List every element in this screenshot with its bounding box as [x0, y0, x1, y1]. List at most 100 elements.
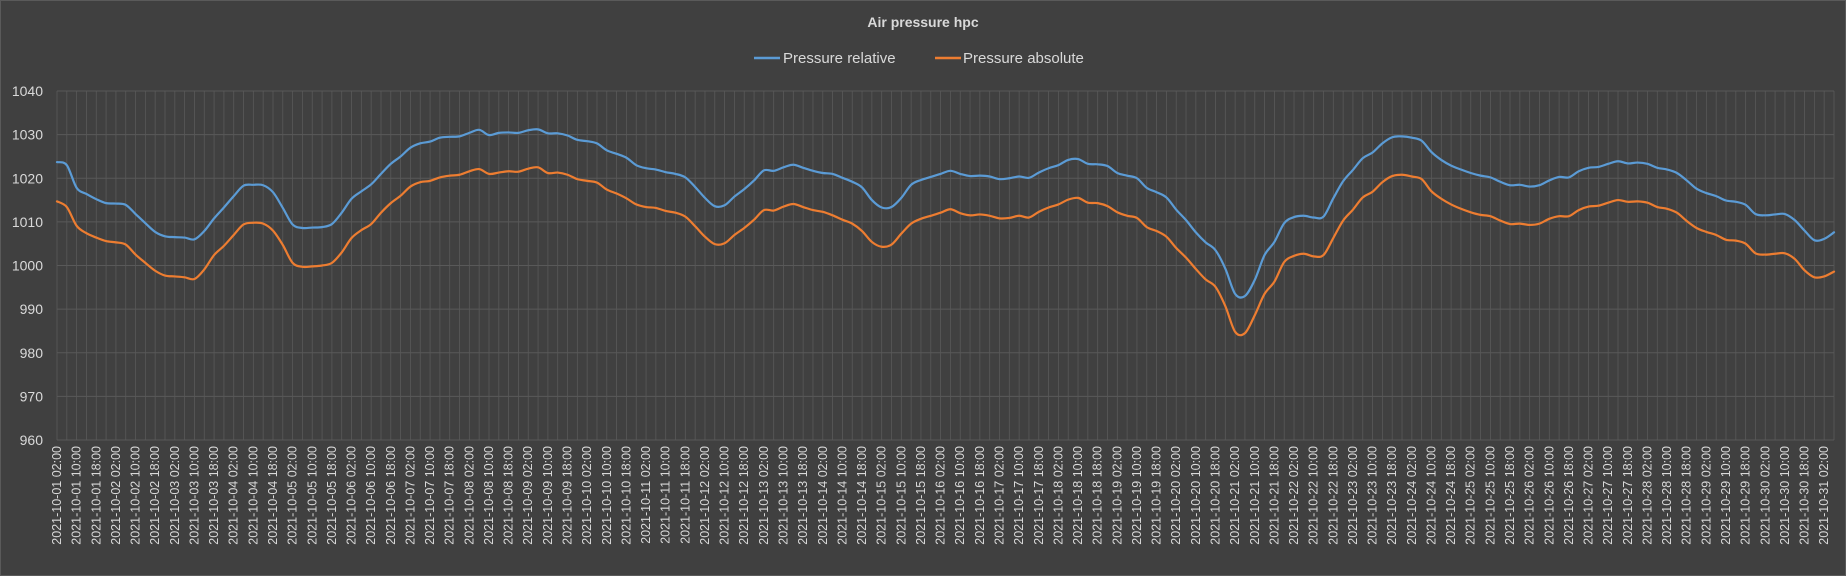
x-tick-label: 2021-10-16 10:00 — [953, 446, 967, 545]
x-tick-label: 2021-10-09 02:00 — [521, 446, 535, 545]
x-tick-label: 2021-10-21 02:00 — [1228, 446, 1242, 545]
x-tick-label: 2021-10-16 02:00 — [934, 446, 948, 545]
x-tick-label: 2021-10-19 18:00 — [1150, 446, 1164, 545]
x-tick-label: 2021-10-12 18:00 — [737, 446, 751, 545]
y-tick-label: 1010 — [12, 214, 43, 230]
x-tick-label: 2021-10-30 18:00 — [1798, 446, 1812, 545]
x-tick-label: 2021-10-04 02:00 — [227, 446, 241, 545]
x-tick-label: 2021-10-20 10:00 — [1189, 446, 1203, 545]
series-layer — [55, 128, 1836, 337]
x-tick-label: 2021-10-22 02:00 — [1287, 446, 1301, 545]
x-tick-label: 2021-10-05 02:00 — [286, 446, 300, 545]
x-tick-label: 2021-10-08 02:00 — [462, 446, 476, 545]
x-tick-label: 2021-10-03 02:00 — [168, 446, 182, 545]
x-tick-label: 2021-10-12 10:00 — [718, 446, 732, 545]
grid — [56, 90, 1835, 441]
x-tick-label: 2021-10-30 02:00 — [1758, 446, 1772, 545]
y-tick-label: 960 — [20, 432, 44, 448]
y-tick-label: 1000 — [12, 258, 43, 274]
x-tick-label: 2021-10-05 18:00 — [325, 446, 339, 545]
x-tick-label: 2021-10-15 02:00 — [875, 446, 889, 545]
x-tick-label: 2021-10-17 02:00 — [992, 446, 1006, 545]
x-tick-label: 2021-10-14 18:00 — [855, 446, 869, 545]
y-axis: 960 970 980 990 1000 1010 1020 1030 1040 — [12, 83, 43, 448]
x-tick-label: 2021-10-02 18:00 — [148, 446, 162, 545]
x-tick-label: 2021-10-28 10:00 — [1660, 446, 1674, 545]
x-tick-label: 2021-10-10 18:00 — [619, 446, 633, 545]
chart-title: Air pressure hpc — [867, 14, 978, 30]
x-tick-label: 2021-10-03 18:00 — [207, 446, 221, 545]
y-tick-label: 1020 — [12, 170, 43, 186]
x-tick-label: 2021-10-11 02:00 — [639, 446, 653, 544]
x-tick-label: 2021-10-20 18:00 — [1208, 446, 1222, 545]
x-tick-label: 2021-10-30 10:00 — [1778, 446, 1792, 545]
x-tick-label: 2021-10-02 10:00 — [129, 446, 143, 545]
y-tick-label: 980 — [20, 345, 44, 361]
x-tick-label: 2021-10-03 10:00 — [187, 446, 201, 545]
x-tick-label: 2021-10-11 10:00 — [659, 446, 673, 544]
x-tick-label: 2021-10-25 10:00 — [1483, 446, 1497, 545]
x-tick-label: 2021-10-29 10:00 — [1719, 446, 1733, 545]
x-tick-label: 2021-10-21 10:00 — [1248, 446, 1262, 545]
x-tick-label: 2021-10-26 02:00 — [1523, 446, 1537, 545]
x-tick-label: 2021-10-20 02:00 — [1169, 446, 1183, 545]
x-tick-label: 2021-10-15 18:00 — [914, 446, 928, 545]
x-tick-label: 2021-10-25 02:00 — [1464, 446, 1478, 545]
x-tick-label: 2021-10-11 18:00 — [678, 446, 692, 544]
y-tick-label: 1030 — [12, 127, 43, 143]
x-tick-label: 2021-10-01 10:00 — [70, 446, 84, 545]
x-tick-label: 2021-10-25 18:00 — [1503, 446, 1517, 545]
x-tick-label: 2021-10-28 18:00 — [1680, 446, 1694, 545]
x-tick-label: 2021-10-27 02:00 — [1582, 446, 1596, 545]
x-tick-label: 2021-10-15 10:00 — [894, 446, 908, 545]
x-tick-label: 2021-10-13 18:00 — [796, 446, 810, 545]
x-tick-label: 2021-10-10 10:00 — [600, 446, 614, 545]
x-tick-label: 2021-10-22 10:00 — [1307, 446, 1321, 545]
x-tick-label: 2021-10-27 18:00 — [1621, 446, 1635, 545]
x-tick-label: 2021-10-29 02:00 — [1699, 446, 1713, 545]
x-axis: 2021-10-01 02:00 2021-10-01 10:00 2021-10-… — [50, 446, 1831, 545]
x-tick-label: 2021-10-26 18:00 — [1562, 446, 1576, 545]
x-tick-label: 2021-10-29 18:00 — [1739, 446, 1753, 545]
x-tick-label: 2021-10-31 02:00 — [1817, 446, 1831, 545]
legend-label-absolute: Pressure absolute — [963, 50, 1084, 67]
x-tick-label: 2021-10-04 18:00 — [266, 446, 280, 545]
x-tick-label: 2021-10-04 10:00 — [246, 446, 260, 545]
x-tick-label: 2021-10-10 02:00 — [580, 446, 594, 545]
series-line-pressure-absolute — [55, 166, 1836, 337]
legend: Pressure relative Pressure absolute — [754, 50, 1084, 67]
x-tick-label: 2021-10-18 02:00 — [1051, 446, 1065, 545]
x-tick-label: 2021-10-06 02:00 — [345, 446, 359, 545]
x-tick-label: 2021-10-06 18:00 — [384, 446, 398, 545]
x-tick-label: 2021-10-07 10:00 — [423, 446, 437, 545]
x-tick-label: 2021-10-09 10:00 — [541, 446, 555, 545]
x-tick-label: 2021-10-17 18:00 — [1032, 446, 1046, 545]
x-tick-label: 2021-10-16 18:00 — [973, 446, 987, 545]
y-tick-label: 990 — [20, 301, 44, 317]
x-tick-label: 2021-10-22 18:00 — [1326, 446, 1340, 545]
x-tick-label: 2021-10-14 10:00 — [835, 446, 849, 545]
x-tick-label: 2021-10-23 02:00 — [1346, 446, 1360, 545]
x-tick-label: 2021-10-13 02:00 — [757, 446, 771, 545]
x-tick-label: 2021-10-28 02:00 — [1640, 446, 1654, 545]
x-tick-label: 2021-10-18 18:00 — [1091, 446, 1105, 545]
x-tick-label: 2021-10-01 02:00 — [50, 446, 64, 545]
x-tick-label: 2021-10-23 18:00 — [1385, 446, 1399, 545]
y-tick-label: 1040 — [12, 83, 43, 99]
x-tick-label: 2021-10-18 10:00 — [1071, 446, 1085, 545]
x-tick-label: 2021-10-19 02:00 — [1110, 446, 1124, 545]
series-line-pressure-relative — [55, 128, 1836, 299]
x-tick-label: 2021-10-02 02:00 — [109, 446, 123, 545]
x-tick-label: 2021-10-17 10:00 — [1012, 446, 1026, 545]
y-tick-label: 970 — [20, 388, 44, 404]
x-tick-label: 2021-10-12 02:00 — [698, 446, 712, 545]
x-tick-label: 2021-10-13 10:00 — [777, 446, 791, 545]
x-tick-label: 2021-10-24 10:00 — [1424, 446, 1438, 545]
x-tick-label: 2021-10-21 18:00 — [1267, 446, 1281, 545]
x-tick-label: 2021-10-06 10:00 — [364, 446, 378, 545]
x-tick-label: 2021-10-08 10:00 — [482, 446, 496, 545]
x-tick-label: 2021-10-14 02:00 — [816, 446, 830, 545]
